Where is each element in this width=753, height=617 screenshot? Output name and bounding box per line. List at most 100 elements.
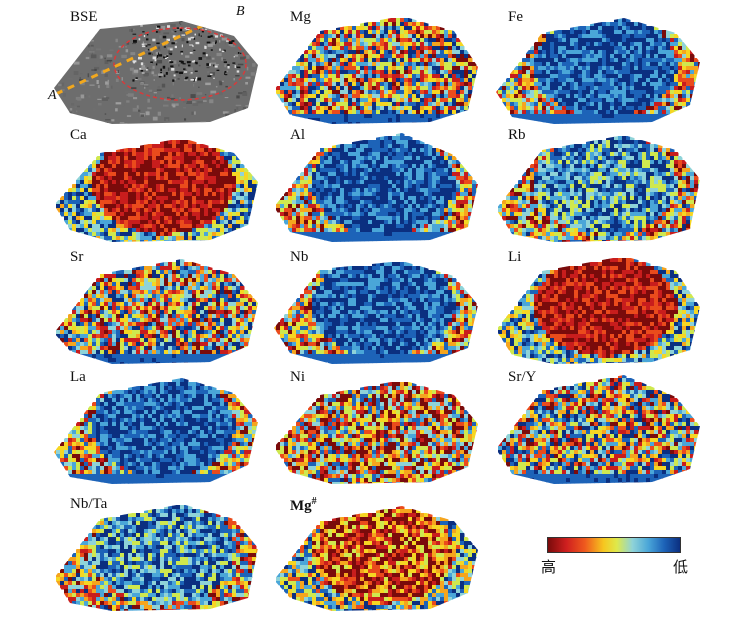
- map-pixel: [440, 164, 445, 169]
- map-pixel: [296, 180, 301, 185]
- map-pixel: [180, 164, 185, 169]
- map-pixel: [618, 94, 623, 99]
- bse-fracture: [240, 53, 241, 54]
- map-pixel: [348, 208, 353, 213]
- map-pixel: [236, 196, 241, 201]
- map-pixel: [554, 34, 559, 39]
- map-pixel: [152, 188, 157, 193]
- map-pixel: [606, 22, 611, 27]
- map-pixel: [180, 208, 185, 213]
- map-pixel: [288, 200, 293, 205]
- map-pixel: [598, 98, 603, 103]
- map-pixel: [558, 148, 563, 153]
- map-pixel: [316, 114, 321, 119]
- map-pixel: [384, 118, 389, 123]
- map-pixel: [376, 160, 381, 165]
- map-pixel: [460, 58, 465, 63]
- map-pixel: [468, 192, 473, 197]
- map-pixel: [634, 66, 639, 71]
- map-pixel: [452, 46, 457, 51]
- map-pixel: [224, 232, 229, 237]
- map-pixel: [630, 22, 635, 27]
- map-pixel: [360, 86, 365, 91]
- map-pixel: [618, 22, 623, 27]
- bse-grain: [140, 83, 143, 85]
- map-pixel: [360, 216, 365, 221]
- map-pixel: [476, 188, 481, 193]
- map-pixel: [530, 106, 535, 111]
- map-pixel: [682, 46, 687, 51]
- bse-grain: [56, 114, 60, 116]
- map-pixel: [240, 180, 245, 185]
- bse-grain: [133, 108, 138, 112]
- map-pixel: [602, 54, 607, 59]
- map-pixel: [550, 42, 555, 47]
- map-pixel: [360, 82, 365, 87]
- map-pixel: [530, 74, 535, 79]
- map-pixel: [352, 42, 357, 47]
- bse-fracture: [166, 55, 168, 57]
- map-pixel: [132, 176, 137, 181]
- map-pixel: [590, 78, 595, 83]
- map-pixel: [642, 114, 647, 119]
- map-pixel: [694, 78, 699, 83]
- map-pixel: [72, 192, 77, 197]
- map-pixel: [320, 34, 325, 39]
- map-pixel: [212, 172, 217, 177]
- map-pixel: [196, 144, 201, 149]
- map-pixel: [220, 176, 225, 181]
- map-pixel: [432, 82, 437, 87]
- map-pixel: [204, 180, 209, 185]
- bse-grain: [238, 64, 244, 66]
- map-pixel: [376, 58, 381, 63]
- map-pixel: [160, 188, 165, 193]
- map-pixel: [176, 196, 181, 201]
- map-pixel: [630, 102, 635, 107]
- map-pixel: [112, 220, 117, 225]
- map-pixel: [120, 172, 125, 177]
- map-pixel: [340, 98, 345, 103]
- map-pixel: [630, 106, 635, 111]
- map-pixel: [626, 98, 631, 103]
- map-pixel: [196, 156, 201, 161]
- map-pixel: [634, 78, 639, 83]
- map-pixel: [530, 86, 535, 91]
- map-pixel: [594, 144, 599, 149]
- map-pixel: [420, 102, 425, 107]
- map-pixel: [204, 216, 209, 221]
- map-pixel: [456, 42, 461, 47]
- map-pixel: [352, 156, 357, 161]
- map-pixel: [650, 34, 655, 39]
- map-pixel: [436, 172, 441, 177]
- map-pixel: [88, 188, 93, 193]
- map-pixel: [80, 216, 85, 221]
- map-pixel: [368, 98, 373, 103]
- map-pixel: [586, 110, 591, 115]
- map-pixel: [384, 74, 389, 79]
- map-pixel: [570, 122, 575, 127]
- bse-fracture: [182, 35, 186, 36]
- map-pixel: [228, 172, 233, 177]
- bse-grain: [77, 106, 80, 108]
- map-pixel: [140, 236, 145, 241]
- map-pixel: [308, 46, 313, 51]
- map-pixel: [396, 144, 401, 149]
- map-pixel: [276, 200, 281, 205]
- map-pixel: [336, 216, 341, 221]
- map-pixel: [280, 94, 285, 99]
- map-pixel: [550, 34, 555, 39]
- map-pixel: [412, 140, 417, 145]
- map-pixel: [100, 208, 105, 213]
- map-pixel: [360, 30, 365, 35]
- bse-grain: [126, 100, 129, 102]
- map-pixel: [236, 216, 241, 221]
- map-pixel: [570, 62, 575, 67]
- map-pixel: [670, 34, 675, 39]
- map-pixel: [200, 208, 205, 213]
- map-pixel: [472, 74, 477, 79]
- map-pixel: [292, 70, 297, 75]
- map-pixel: [296, 224, 301, 229]
- map-pixel: [380, 18, 385, 23]
- map-pixel: [452, 90, 457, 95]
- map-pixel: [84, 224, 89, 229]
